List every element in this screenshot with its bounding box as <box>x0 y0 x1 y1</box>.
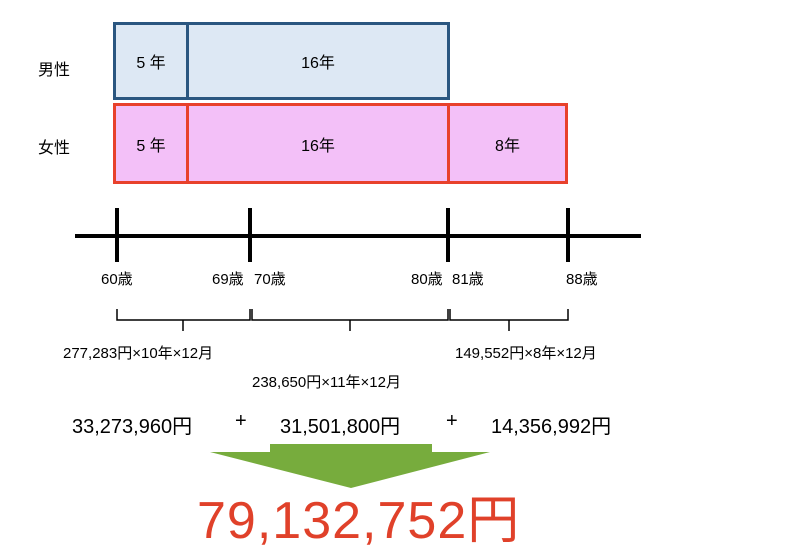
formula-first: 277,283円×10年×12月 <box>63 345 214 362</box>
plus-sign-first: + <box>235 410 247 432</box>
tick-label-69: 69歳 <box>212 271 244 288</box>
male-row-label: 男性 <box>38 62 71 79</box>
tick-label-81: 81歳 <box>452 271 484 288</box>
male-segment-first-label: 5 年 <box>136 55 166 72</box>
bracket-second <box>251 309 449 331</box>
total-amount: 79,132,752円 <box>197 492 521 550</box>
down-arrow-icon <box>210 444 490 488</box>
female-segment-second: 16年 <box>186 103 450 184</box>
bracket-first <box>116 309 251 331</box>
formula-third: 149,552円×8年×12月 <box>455 345 597 362</box>
male-segment-second: 16年 <box>186 22 450 100</box>
tick-label-60: 60歳 <box>101 271 133 288</box>
bracket-third <box>449 309 569 331</box>
plus-sign-second: + <box>446 410 458 432</box>
amount-second: 31,501,800円 <box>280 416 401 438</box>
formula-second: 238,650円×11年×12月 <box>252 374 401 391</box>
female-segment-third-label: 8年 <box>495 137 520 155</box>
tick-label-88: 88歳 <box>566 271 598 288</box>
male-segment-second-label: 16年 <box>301 55 335 72</box>
amount-first: 33,273,960円 <box>72 416 193 438</box>
tick-label-70: 70歳 <box>254 271 286 288</box>
tick-label-80: 80歳 <box>411 271 443 288</box>
female-segment-third: 8年 <box>447 103 568 184</box>
amount-third: 14,356,992円 <box>491 416 612 438</box>
male-segment-first: 5 年 <box>113 22 189 100</box>
female-row-label: 女性 <box>38 140 71 157</box>
female-segment-first-label: 5 年 <box>136 137 166 155</box>
female-segment-second-label: 16年 <box>301 137 335 155</box>
female-segment-first: 5 年 <box>113 103 189 184</box>
